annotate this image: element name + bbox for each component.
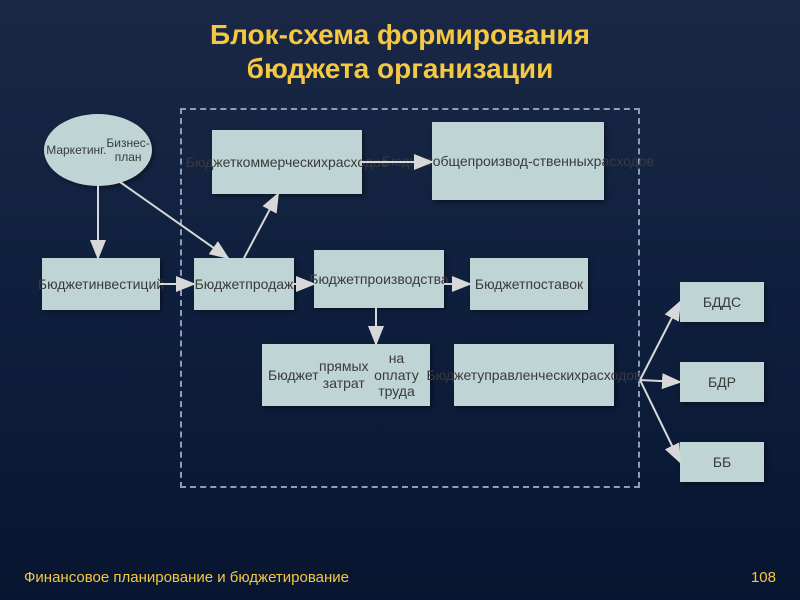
node-bdr: БДР xyxy=(680,362,764,402)
page-number: 108 xyxy=(751,569,776,586)
footer-left: Финансовое планирование и бюджетирование xyxy=(24,569,349,586)
node-bb: ББ xyxy=(680,442,764,482)
node-bdds: БДДС xyxy=(680,282,764,322)
node-supply: Бюджетпоставок xyxy=(470,258,588,310)
node-mgmt: Бюджетуправленческихрасходов xyxy=(454,344,614,406)
node-overhead: Бюджетобщепроизвод-ственныхрасходов xyxy=(432,122,604,200)
node-commerc: Бюджеткоммерческихрасходов xyxy=(212,130,362,194)
node-prod: Бюджетпроизводства xyxy=(314,250,444,308)
node-invest: Бюджетинвестиций xyxy=(42,258,160,310)
node-sales: Бюджетпродаж xyxy=(194,258,294,310)
node-marketing: Маркетинг.Бизнес-план xyxy=(44,114,152,186)
node-labor: Бюджетпрямых затратна оплату труда xyxy=(262,344,430,406)
diagram-canvas: Маркетинг.Бизнес-план Бюджетинвестиций Б… xyxy=(0,0,800,600)
